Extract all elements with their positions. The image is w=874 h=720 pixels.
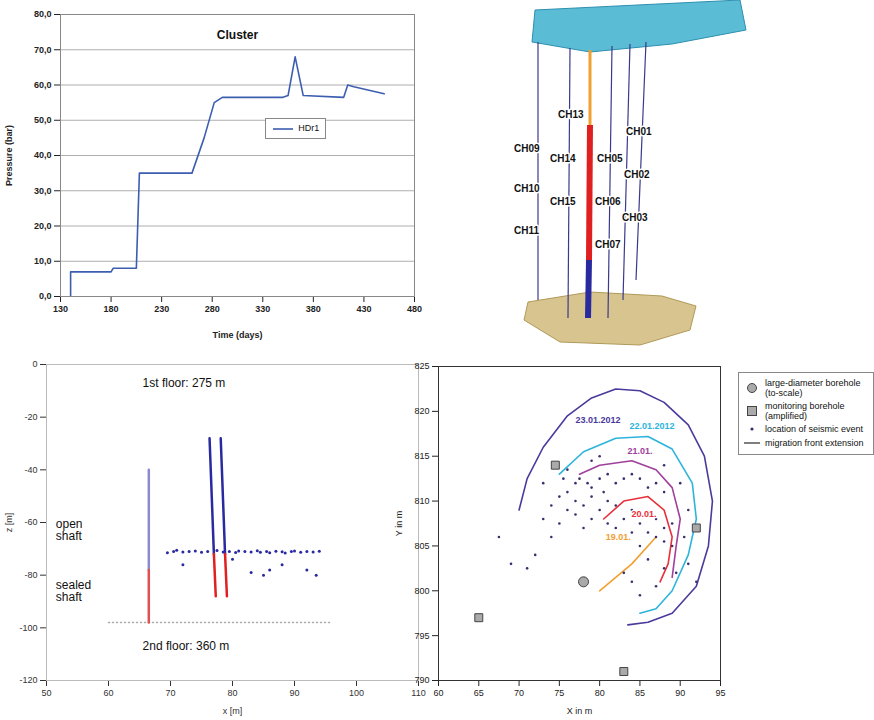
svg-text:CH02: CH02 xyxy=(624,169,650,180)
svg-text:CH13: CH13 xyxy=(558,109,584,120)
html-text:monitoring borehole (amplified: monitoring borehole (amplified) xyxy=(765,400,845,421)
svg-text:80: 80 xyxy=(227,688,237,698)
svg-text:30,0: 30,0 xyxy=(34,186,52,196)
svg-text:130: 130 xyxy=(53,304,68,314)
svg-text:800: 800 xyxy=(414,586,429,596)
svg-text:CH01: CH01 xyxy=(626,126,652,137)
svg-text:480: 480 xyxy=(407,304,422,314)
svg-text:10,0: 10,0 xyxy=(34,256,52,266)
svg-text:70: 70 xyxy=(165,688,175,698)
svg-text:60: 60 xyxy=(433,688,443,698)
svg-text:110: 110 xyxy=(411,688,425,698)
svg-text:820: 820 xyxy=(414,406,429,416)
svg-text:Y in m: Y in m xyxy=(394,511,404,536)
svg-text:280: 280 xyxy=(205,304,220,314)
svg-text:40,0: 40,0 xyxy=(34,150,52,160)
svg-text:0: 0 xyxy=(32,359,37,369)
svg-text:CH14: CH14 xyxy=(550,153,576,164)
svg-text:50: 50 xyxy=(41,688,51,698)
svg-text:21.01.: 21.01. xyxy=(627,446,652,456)
svg-text:2nd floor: 360 m: 2nd floor: 360 m xyxy=(143,639,230,653)
html-text:large-diameter borehole (to-sc: large-diameter borehole (to-scale) xyxy=(765,378,861,399)
svg-text:CH09: CH09 xyxy=(514,143,540,154)
svg-text:Cluster: Cluster xyxy=(217,28,259,42)
svg-text:Time (days): Time (days) xyxy=(213,330,263,340)
svg-text:90: 90 xyxy=(675,688,685,698)
svg-text:75: 75 xyxy=(554,688,564,698)
svg-text:180: 180 xyxy=(104,304,119,314)
svg-text:sealedshaft: sealedshaft xyxy=(56,578,91,604)
svg-text:70: 70 xyxy=(514,688,524,698)
svg-text:CH07: CH07 xyxy=(595,239,621,250)
svg-text:20.01.: 20.01. xyxy=(631,509,656,519)
svg-text:19.01.: 19.01. xyxy=(606,532,631,542)
svg-text:-40: -40 xyxy=(24,465,37,475)
svg-text:CH05: CH05 xyxy=(597,153,623,164)
svg-text:CH03: CH03 xyxy=(622,212,648,223)
svg-text:795: 795 xyxy=(414,631,429,641)
html-text:migration front extension: migration front extension xyxy=(765,438,864,449)
html-text:location of seismic event: location of seismic event xyxy=(765,424,863,435)
svg-text:70,0: 70,0 xyxy=(34,45,52,55)
svg-text:openshaft: openshaft xyxy=(56,517,83,543)
svg-text:-60: -60 xyxy=(24,517,37,527)
svg-text:790: 790 xyxy=(414,675,429,685)
svg-text:810: 810 xyxy=(414,496,429,506)
svg-text:X in m: X in m xyxy=(567,706,593,716)
svg-text:80,0: 80,0 xyxy=(34,9,52,19)
svg-text:20,0: 20,0 xyxy=(34,221,52,231)
svg-text:CH11: CH11 xyxy=(514,225,539,236)
svg-text:330: 330 xyxy=(255,304,270,314)
svg-text:430: 430 xyxy=(356,304,371,314)
svg-text:-100: -100 xyxy=(19,623,37,633)
svg-text:0,0: 0,0 xyxy=(39,291,52,301)
svg-text:805: 805 xyxy=(414,541,429,551)
svg-text:85: 85 xyxy=(635,688,645,698)
svg-text:60: 60 xyxy=(103,688,113,698)
svg-text:Pressure (bar): Pressure (bar) xyxy=(4,125,14,186)
svg-text:230: 230 xyxy=(154,304,169,314)
svg-text:90: 90 xyxy=(289,688,299,698)
svg-text:95: 95 xyxy=(715,688,725,698)
svg-text:1st floor: 275 m: 1st floor: 275 m xyxy=(143,376,226,390)
svg-text:50,0: 50,0 xyxy=(34,115,52,125)
svg-text:80: 80 xyxy=(595,688,605,698)
html-text:HDr1: HDr1 xyxy=(298,123,320,134)
svg-text:-80: -80 xyxy=(24,570,37,580)
svg-text:-20: -20 xyxy=(24,412,37,422)
svg-text:z [m]: z [m] xyxy=(4,513,14,533)
svg-text:CH15: CH15 xyxy=(550,196,576,207)
svg-text:22.01.2012: 22.01.2012 xyxy=(629,421,674,431)
svg-text:-120: -120 xyxy=(19,675,37,685)
svg-text:380: 380 xyxy=(306,304,321,314)
svg-text:23.01.2012: 23.01.2012 xyxy=(576,415,621,425)
svg-text:815: 815 xyxy=(414,451,429,461)
svg-text:825: 825 xyxy=(414,361,429,371)
svg-text:CH10: CH10 xyxy=(514,183,540,194)
svg-text:x [m]: x [m] xyxy=(223,706,243,716)
svg-text:60,0: 60,0 xyxy=(34,80,52,90)
svg-text:CH06: CH06 xyxy=(595,196,621,207)
svg-text:100: 100 xyxy=(349,688,364,698)
svg-text:65: 65 xyxy=(474,688,484,698)
